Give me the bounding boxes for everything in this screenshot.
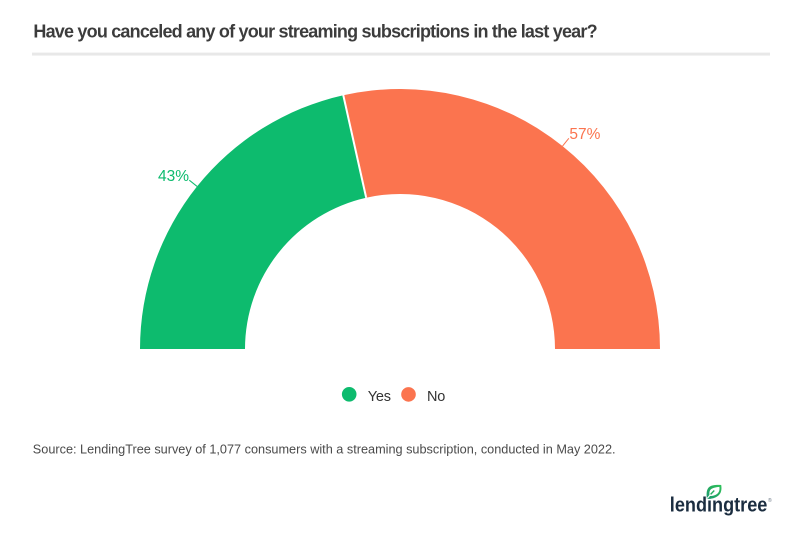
svg-text:lendingtree: lendingtree [670,493,768,516]
svg-text:®: ® [768,497,772,504]
svg-text:No: No [427,389,445,405]
svg-text:Yes: Yes [368,389,391,405]
svg-text:43%: 43% [158,168,189,185]
svg-text:57%: 57% [569,126,600,143]
svg-text:Have you canceled any of your: Have you canceled any of your streaming … [33,21,596,41]
svg-text:Source: LendingTree survey of: Source: LendingTree survey of 1,077 cons… [33,442,616,456]
